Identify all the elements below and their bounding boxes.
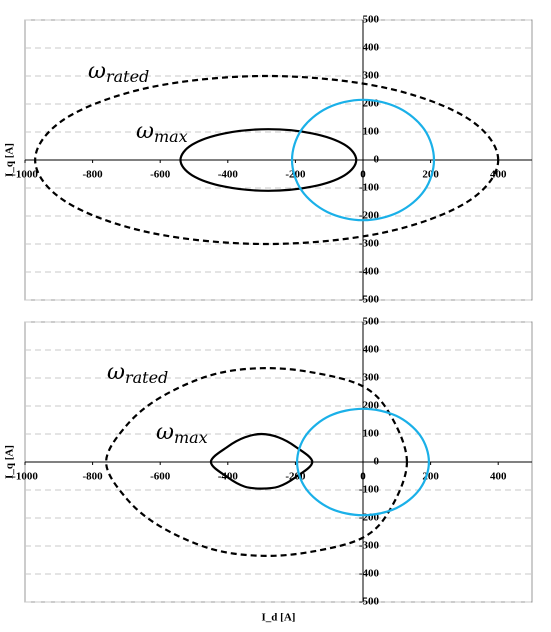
x-tick-label: -200 bbox=[285, 169, 306, 181]
y-axis-label: I_q [A] bbox=[4, 143, 16, 177]
annotation: ωrated bbox=[107, 360, 168, 387]
annotation-symbol: ω bbox=[88, 59, 106, 84]
annotation: ωmax bbox=[156, 420, 208, 447]
y-axis-label: I_q [A] bbox=[4, 445, 16, 479]
y-tick-label: 100 bbox=[363, 126, 380, 138]
curve bbox=[209, 432, 314, 490]
y-tick-label: 300 bbox=[363, 372, 380, 384]
curve bbox=[290, 98, 436, 222]
x-tick-label: 400 bbox=[490, 169, 507, 181]
x-tick-label: -400 bbox=[218, 169, 239, 181]
x-tick-label: -1000 bbox=[12, 169, 38, 181]
y-tick-label: -300 bbox=[359, 238, 380, 250]
x-tick-label: 400 bbox=[490, 471, 507, 483]
curve bbox=[295, 407, 431, 517]
y-tick-label: 400 bbox=[363, 344, 380, 356]
y-tick-label: 500 bbox=[363, 316, 380, 328]
y-tick-label: -400 bbox=[359, 266, 380, 278]
y-tick-label: -300 bbox=[359, 540, 380, 552]
x-tick-label: -600 bbox=[150, 169, 171, 181]
annotation-symbol: ω bbox=[156, 420, 174, 445]
x-tick-label: -600 bbox=[150, 471, 171, 483]
x-tick-label: -800 bbox=[83, 471, 104, 483]
y-tick-label: 300 bbox=[363, 70, 380, 82]
annotation-subscript: max bbox=[174, 428, 208, 447]
annotation-subscript: max bbox=[154, 127, 188, 146]
x-axis-label: I_d [A] bbox=[262, 612, 296, 624]
annotation: ωmax bbox=[136, 119, 188, 146]
annotation-subscript: rated bbox=[125, 368, 168, 387]
curve bbox=[34, 74, 500, 246]
y-tick-label: -400 bbox=[359, 568, 380, 580]
y-tick-label: 500 bbox=[363, 14, 380, 26]
annotation-symbol: ω bbox=[107, 360, 125, 385]
x-tick-label: -800 bbox=[83, 169, 104, 181]
annotation: ωrated bbox=[88, 59, 149, 86]
y-tick-label: -500 bbox=[359, 294, 380, 306]
x-tick-label: -1000 bbox=[12, 471, 38, 483]
y-tick-label: 100 bbox=[363, 428, 380, 440]
y-tick-label: -100 bbox=[359, 484, 380, 496]
y-tick-label: -500 bbox=[359, 596, 380, 608]
curve bbox=[179, 128, 358, 192]
y-tick-label: -100 bbox=[359, 182, 380, 194]
y-tick-label: 400 bbox=[363, 42, 380, 54]
annotation-symbol: ω bbox=[136, 119, 154, 144]
annotation-subscript: rated bbox=[106, 67, 149, 86]
